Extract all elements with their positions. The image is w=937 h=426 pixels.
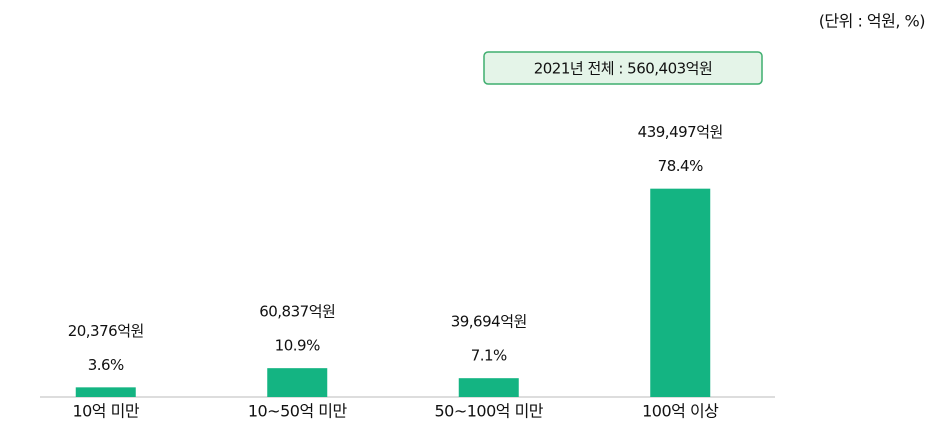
bar <box>75 387 136 397</box>
percent-label: 10.9% <box>275 337 320 355</box>
bar <box>458 378 519 397</box>
x-tick-label: 100억 이상 <box>642 402 719 421</box>
total-label: 2021년 전체 : 560,403억원 <box>534 60 713 78</box>
value-label: 39,694억원 <box>451 313 527 331</box>
bar <box>650 188 711 397</box>
x-tick-label: 10억 미만 <box>72 402 139 421</box>
percent-label: 7.1% <box>471 347 507 365</box>
bar <box>267 368 328 397</box>
value-label: 20,376억원 <box>68 322 144 340</box>
value-label: 439,497억원 <box>638 123 723 141</box>
percent-label: 3.6% <box>88 356 124 374</box>
x-tick-label: 50~100억 미만 <box>434 402 543 421</box>
value-label: 60,837억원 <box>259 303 335 321</box>
x-tick-label: 10~50억 미만 <box>248 402 348 421</box>
percent-label: 78.4% <box>658 157 703 175</box>
unit-note: (단위 : 억원, %) <box>819 12 925 31</box>
total-box <box>483 51 763 85</box>
